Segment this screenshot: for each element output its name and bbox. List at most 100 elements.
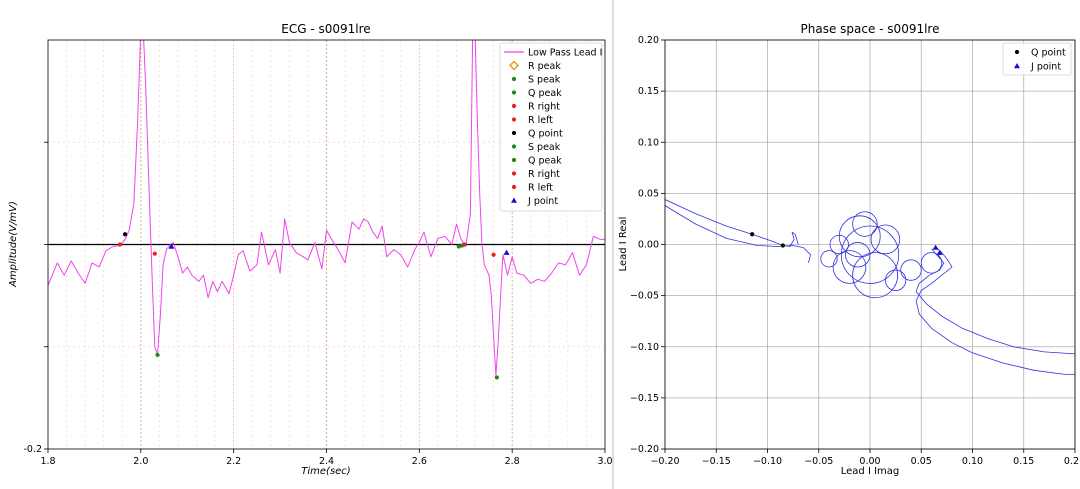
ecg-legend-label: R right bbox=[528, 102, 560, 113]
ecg-legend-label: R left bbox=[528, 183, 553, 194]
ecg-marker-s-peak bbox=[494, 375, 499, 380]
ecg-x-tick-label: 2.4 bbox=[319, 456, 334, 467]
ecg-legend-swatch bbox=[511, 90, 517, 95]
ecg-x-tick-label: 2.8 bbox=[505, 456, 520, 467]
phase-trajectory-loop bbox=[900, 259, 922, 281]
phase-y-tick-label: 0.05 bbox=[638, 188, 659, 199]
phase-marker-j-point bbox=[932, 244, 939, 250]
ecg-legend-swatch bbox=[511, 197, 517, 203]
ecg-legend-label: S peak bbox=[528, 142, 561, 153]
phase-legend-label: J point bbox=[1030, 62, 1061, 73]
ecg-legend: Low Pass Lead I R peak S peak Q peak R right… bbox=[499, 42, 603, 212]
ecg-chart: 1.8 2.0 2.2 2.4 2.6 2.8 3.0 -0.2 ECG - s0091lre… bbox=[8, 22, 612, 477]
ecg-x-tick-label: 1.8 bbox=[40, 456, 55, 467]
ecg-legend-swatch bbox=[511, 171, 517, 176]
ecg-legend-label: Low Pass Lead I bbox=[528, 48, 602, 59]
ecg-legend-swatch bbox=[511, 117, 517, 122]
ecg-series-line bbox=[48, 40, 605, 376]
ecg-legend-label: R left bbox=[528, 115, 553, 126]
phase-legend-swatch bbox=[1014, 49, 1020, 55]
phase-trajectory-loop bbox=[852, 252, 899, 299]
ecg-legend-label: S peak bbox=[528, 75, 561, 86]
phase-legend-label: Q point bbox=[1031, 48, 1066, 59]
phase-legend-box bbox=[1002, 42, 1072, 76]
phase-x-tick-label: 0.00 bbox=[859, 456, 880, 467]
phase-y-tick-label: 0.10 bbox=[638, 137, 659, 148]
phase-x-tick-label: 0.05 bbox=[911, 456, 932, 467]
ecg-marker-r-left bbox=[462, 242, 467, 247]
phase-x-axis-label: Lead I Imag bbox=[841, 466, 900, 477]
ecg-legend-swatch bbox=[511, 103, 517, 109]
ecg-ticks: 1.8 2.0 2.2 2.4 2.6 2.8 3.0 -0.2 bbox=[23, 141, 612, 467]
phase-y-tick-label: 0.15 bbox=[638, 86, 659, 97]
phase-x-tick-label: −0.05 bbox=[804, 456, 833, 467]
phase-grid bbox=[664, 39, 1076, 450]
ecg-title: ECG - s0091lre bbox=[281, 22, 370, 36]
ecg-legend-label: Q peak bbox=[528, 88, 562, 99]
phase-y-tick-label: −0.15 bbox=[630, 393, 659, 404]
ecg-marker-r-right bbox=[152, 251, 157, 256]
ecg-x-tick-label: 2.2 bbox=[226, 456, 241, 467]
phase-x-tick-label: −0.20 bbox=[650, 456, 679, 467]
ecg-legend-label: R right bbox=[528, 169, 560, 180]
ecg-marker-r-right bbox=[491, 252, 496, 257]
phase-y-tick-label: −0.05 bbox=[630, 291, 659, 302]
phase-marker-j-point bbox=[936, 249, 943, 255]
ecg-marker-q-peak bbox=[456, 244, 461, 249]
ecg-marker-s-peak bbox=[155, 352, 160, 358]
phase-trajectory-loop bbox=[820, 250, 838, 268]
phase-marker-q-point bbox=[780, 243, 785, 248]
ecg-marker-r-left bbox=[117, 242, 123, 247]
phase-y-axis-label: Lead I Real bbox=[618, 217, 629, 272]
ecg-legend-swatch bbox=[508, 60, 520, 71]
phase-marker-q-point bbox=[750, 232, 755, 237]
phase-legend-swatch bbox=[1014, 63, 1020, 69]
phase-y-tick-label: −0.20 bbox=[630, 444, 659, 455]
ecg-legend-swatch bbox=[511, 76, 517, 82]
ecg-legend-label: R peak bbox=[528, 61, 561, 72]
ecg-legend-label: J point bbox=[527, 196, 558, 207]
phase-title: Phase space - s0091lre bbox=[801, 22, 940, 36]
ecg-legend-box bbox=[499, 42, 603, 212]
ecg-marker-j-point bbox=[168, 243, 175, 249]
phase-trajectory-loop bbox=[852, 211, 878, 237]
ecg-x-tick-label: 3.0 bbox=[597, 456, 612, 467]
ecg-x-tick-label: 2.0 bbox=[133, 456, 148, 467]
phase-x-tick-label: 0.10 bbox=[962, 456, 983, 467]
phase-trajectory-loop bbox=[845, 242, 871, 268]
ecg-x-axis-label: Time(sec) bbox=[301, 466, 350, 477]
phase-x-tick-label: 0.15 bbox=[1013, 456, 1034, 467]
ecg-legend-swatch bbox=[511, 184, 517, 190]
ecg-x-tick-label: 2.6 bbox=[412, 456, 427, 467]
phase-trajectory-loop bbox=[832, 250, 867, 284]
phase-trajectory-loop bbox=[838, 215, 881, 258]
ecg-legend-swatch bbox=[511, 157, 517, 163]
phase-legend: Q point J point bbox=[1002, 42, 1072, 76]
phase-trajectory-line bbox=[665, 205, 811, 263]
ecg-legend-swatch bbox=[511, 144, 517, 149]
phase-trajectory-line bbox=[915, 248, 1075, 355]
phase-trajectory-line bbox=[915, 247, 1075, 375]
ecg-marker-j-point bbox=[503, 249, 510, 255]
phase-trajectory-loop bbox=[920, 252, 943, 274]
ecg-legend-swatch bbox=[511, 130, 517, 136]
phase-trajectory-loop bbox=[829, 234, 849, 255]
ecg-marker-q-point bbox=[122, 232, 128, 237]
phase-x-tick-label: −0.10 bbox=[753, 456, 782, 467]
panel-divider bbox=[612, 0, 614, 489]
ecg-plot-area bbox=[48, 40, 605, 380]
phase-trajectory-loop bbox=[884, 269, 907, 291]
phase-plot-area bbox=[665, 199, 1075, 375]
ecg-legend-label: Q point bbox=[528, 129, 563, 140]
ecg-y-axis-label: Amplitude(V/mV) bbox=[8, 201, 19, 288]
phase-trajectory-loop bbox=[840, 225, 900, 284]
phase-ticks: −0.20 −0.15 −0.10 −0.05 0.00 0.05 0.10 0.15 0.2 −… bbox=[630, 35, 1079, 467]
phase-x-tick-label: 0.2 bbox=[1064, 456, 1079, 467]
phase-y-tick-label: −0.10 bbox=[630, 342, 659, 353]
ecg-y-tick-label: -0.2 bbox=[23, 444, 42, 455]
phase-x-tick-label: −0.15 bbox=[702, 456, 731, 467]
ecg-legend-label: Q peak bbox=[528, 156, 562, 167]
phase-y-tick-label: 0.20 bbox=[638, 35, 659, 46]
